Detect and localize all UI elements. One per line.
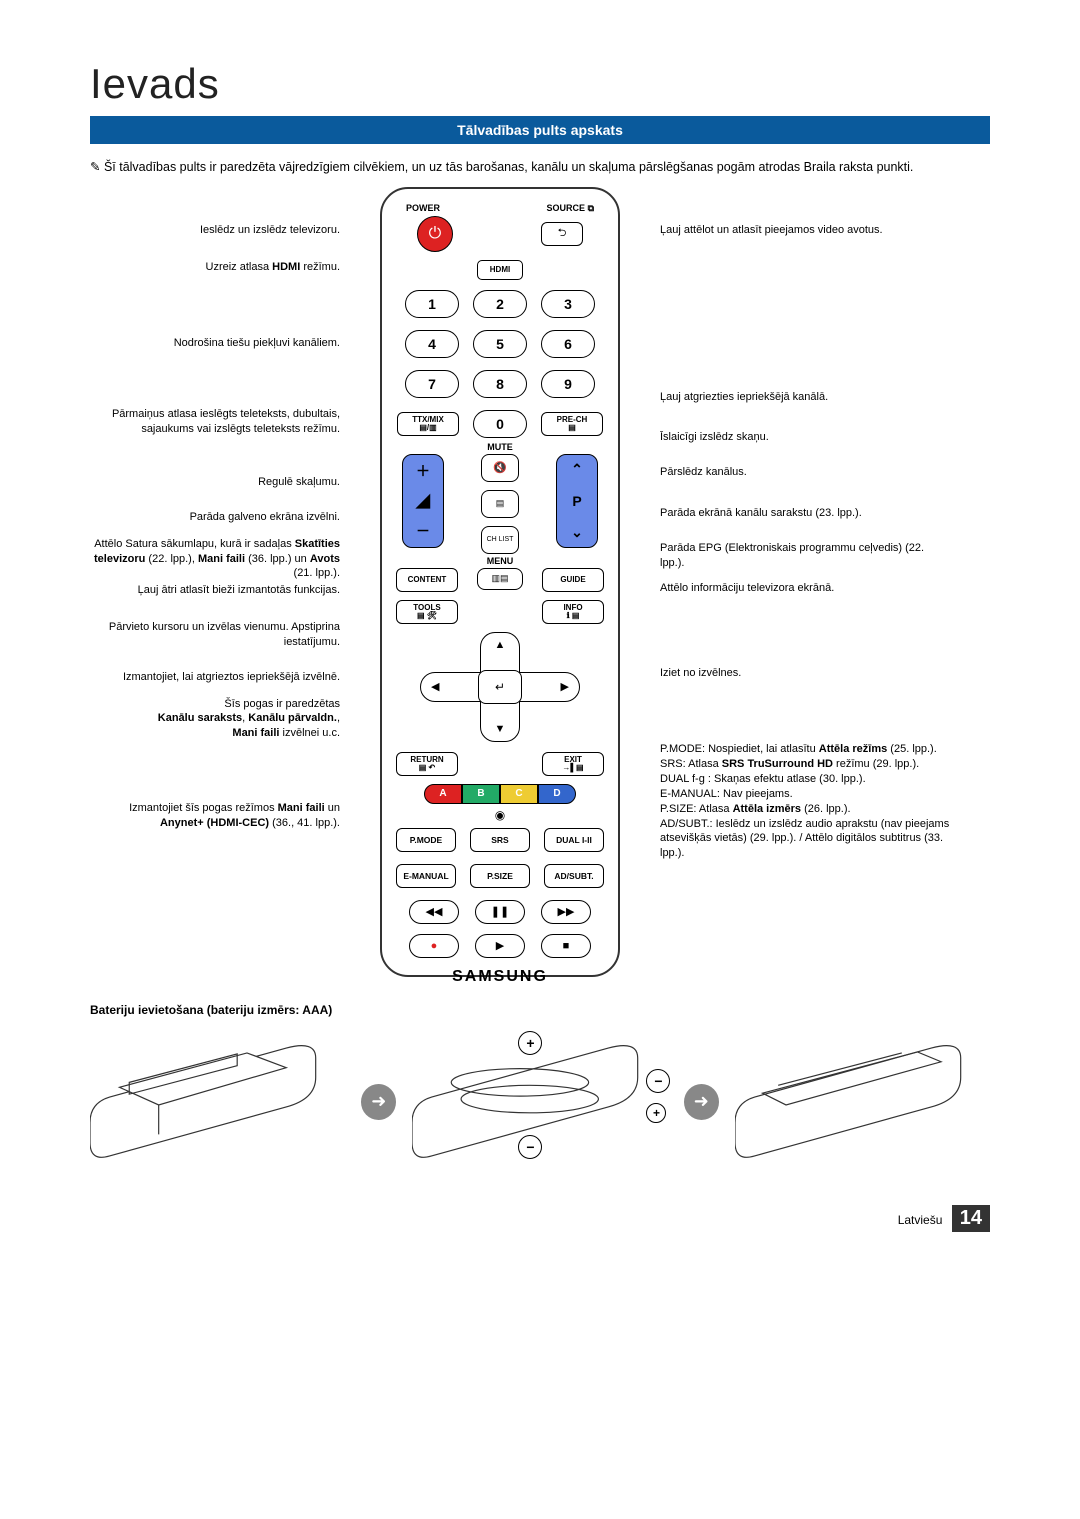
dpad[interactable]: ◀▶ ▲▼ ↵ xyxy=(420,632,580,742)
ann-ttx: Pārmaiņus atlasa ieslēgts teleteksts, du… xyxy=(90,407,340,437)
ann-return: Izmantojiet, lai atgrieztos iepriekšējā … xyxy=(90,670,340,685)
transport-row-1: ◀◀ ❚❚ ▶▶ xyxy=(396,900,604,924)
ann-menu: Parāda galveno ekrāna izvēlni. xyxy=(90,510,340,525)
ann-info: Attēlo informāciju televizora ekrānā. xyxy=(660,581,950,596)
num-2[interactable]: 2 xyxy=(473,290,527,318)
battery-step-2: + − − + xyxy=(412,1027,667,1177)
vol-rocker[interactable]: ＋◢－ xyxy=(402,454,444,548)
lbl-source: SOURCE ⧉ xyxy=(547,203,594,214)
ann-ch: Pārslēdz kanālus. xyxy=(660,465,950,480)
stop-button[interactable]: ■ xyxy=(541,934,591,958)
footer-lang: Latviešu xyxy=(898,1213,943,1227)
page-title: Ievads xyxy=(90,60,990,108)
ann-content: Attēlo Satura sākumlapu, kurā ir sadaļas… xyxy=(90,537,340,582)
ttx-button[interactable]: TTX/MIX▤/▥ xyxy=(397,412,459,436)
arrow-2-icon: ➜ xyxy=(684,1084,719,1120)
play-button[interactable]: ▶ xyxy=(475,934,525,958)
section-banner: Tālvadības pults apskats xyxy=(90,116,990,144)
num-9[interactable]: 9 xyxy=(541,370,595,398)
ann-media: P.MODE: Nospiediet, lai atlasītu Attēla … xyxy=(660,742,950,861)
return-button[interactable]: RETURN▤ ↶ xyxy=(396,752,458,776)
ann-dpad: Pārvieto kursoru un izvēlas vienumu. Aps… xyxy=(90,620,340,650)
ann-numbers: Nodrošina tiešu piekļuvi kanāliem. xyxy=(90,336,340,351)
remote: POWER SOURCE ⧉ ⏻ ⮌ HDMI 123 456 789 TTX/… xyxy=(380,187,620,977)
menu-button[interactable]: ▥▤ xyxy=(477,568,523,590)
mute-button[interactable]: 🔇 xyxy=(481,454,519,482)
num-7[interactable]: 7 xyxy=(405,370,459,398)
emanual-button[interactable]: E-MANUAL xyxy=(396,864,456,888)
pause-button[interactable]: ❚❚ xyxy=(475,900,525,924)
pmode-button[interactable]: P.MODE xyxy=(396,828,456,852)
transport-row-2: ● ▶ ■ xyxy=(396,934,604,958)
srs-button[interactable]: SRS xyxy=(470,828,530,852)
layout: Ieslēdz un izslēdz televizoru. Uzreiz at… xyxy=(90,187,990,977)
prech-button[interactable]: PRE-CH▤ xyxy=(541,412,603,436)
num-8[interactable]: 8 xyxy=(473,370,527,398)
ann-hdmi: Uzreiz atlasa HDMI režīmu. xyxy=(90,260,340,275)
page-number: 14 xyxy=(952,1205,990,1232)
ann-abcd: Šīs pogas ir paredzētas Kanālu saraksts,… xyxy=(90,697,340,742)
chlist-button[interactable]: CH LIST xyxy=(481,526,519,554)
adsubt-button[interactable]: AD/SUBT. xyxy=(544,864,604,888)
rec-dot-icon: ◉ xyxy=(396,808,604,822)
num-5[interactable]: 5 xyxy=(473,330,527,358)
content-button[interactable]: CONTENT xyxy=(396,568,458,592)
battery-step-3 xyxy=(735,1027,990,1177)
info-button[interactable]: INFOℹ ▤ xyxy=(542,600,604,624)
rewind-button[interactable]: ◀◀ xyxy=(409,900,459,924)
exit-button[interactable]: EXIT→▌▤ xyxy=(542,752,604,776)
num-4[interactable]: 4 xyxy=(405,330,459,358)
footer: Latviešu 14 xyxy=(90,1205,990,1232)
battery-row: ➜ + − − + ➜ xyxy=(90,1027,990,1177)
hdmi-button[interactable]: HDMI xyxy=(477,260,523,280)
intro-text: ✎ Šī tālvadības pults ir paredzēta vājre… xyxy=(90,158,990,177)
num-6[interactable]: 6 xyxy=(541,330,595,358)
battery-title: Bateriju ievietošana (bateriju izmērs: A… xyxy=(90,1003,990,1017)
num-3[interactable]: 3 xyxy=(541,290,595,318)
color-buttons[interactable]: ABCD xyxy=(396,784,604,804)
ann-anynet: Izmantojiet šīs pogas režīmos Mani faili… xyxy=(90,801,340,831)
ann-source: Ļauj attēlot un atlasīt pieejamos video … xyxy=(660,223,950,238)
remote-wrap: POWER SOURCE ⧉ ⏻ ⮌ HDMI 123 456 789 TTX/… xyxy=(350,187,650,977)
psize-button[interactable]: P.SIZE xyxy=(470,864,530,888)
enter-button[interactable]: ↵ xyxy=(478,670,522,704)
ann-chlist: Parāda ekrānā kanālu sarakstu (23. lpp.)… xyxy=(660,506,950,521)
arrow-1-icon: ➜ xyxy=(361,1084,396,1120)
lbl-power: POWER xyxy=(406,203,440,214)
dual-button[interactable]: DUAL I-II xyxy=(544,828,604,852)
lbl-mute: MUTE xyxy=(396,442,604,452)
tools-button[interactable]: TOOLS▤ 🛠 xyxy=(396,600,458,624)
ann-guide: Parāda EPG (Elektroniskais programmu ceļ… xyxy=(660,541,950,571)
power-button[interactable]: ⏻ xyxy=(417,216,453,252)
num-0[interactable]: 0 xyxy=(473,410,527,438)
right-annotations: Ļauj attēlot un atlasīt pieejamos video … xyxy=(660,187,950,861)
fastfwd-button[interactable]: ▶▶ xyxy=(541,900,591,924)
brand-logo: SAMSUNG xyxy=(396,968,604,986)
ch-rocker[interactable]: ⌃P⌄ xyxy=(556,454,598,548)
guide-button[interactable]: GUIDE xyxy=(542,568,604,592)
battery-step-1 xyxy=(90,1027,345,1177)
record-button[interactable]: ● xyxy=(409,934,459,958)
lbl-menu: MENU xyxy=(396,556,604,566)
ann-mute: Īslaicīgi izslēdz skaņu. xyxy=(660,430,950,445)
left-annotations: Ieslēdz un izslēdz televizoru. Uzreiz at… xyxy=(90,187,340,831)
num-1[interactable]: 1 xyxy=(405,290,459,318)
source-button[interactable]: ⮌ xyxy=(541,222,583,246)
ann-power: Ieslēdz un izslēdz televizoru. xyxy=(90,223,340,238)
ann-vol: Regulē skaļumu. xyxy=(90,475,340,490)
mid-icon[interactable]: ▤ xyxy=(481,490,519,518)
ann-tools: Ļauj ātri atlasīt bieži izmantotās funkc… xyxy=(90,583,340,598)
ann-prech: Ļauj atgriezties iepriekšējā kanālā. xyxy=(660,390,950,405)
ann-exit: Iziet no izvēlnes. xyxy=(660,666,950,681)
